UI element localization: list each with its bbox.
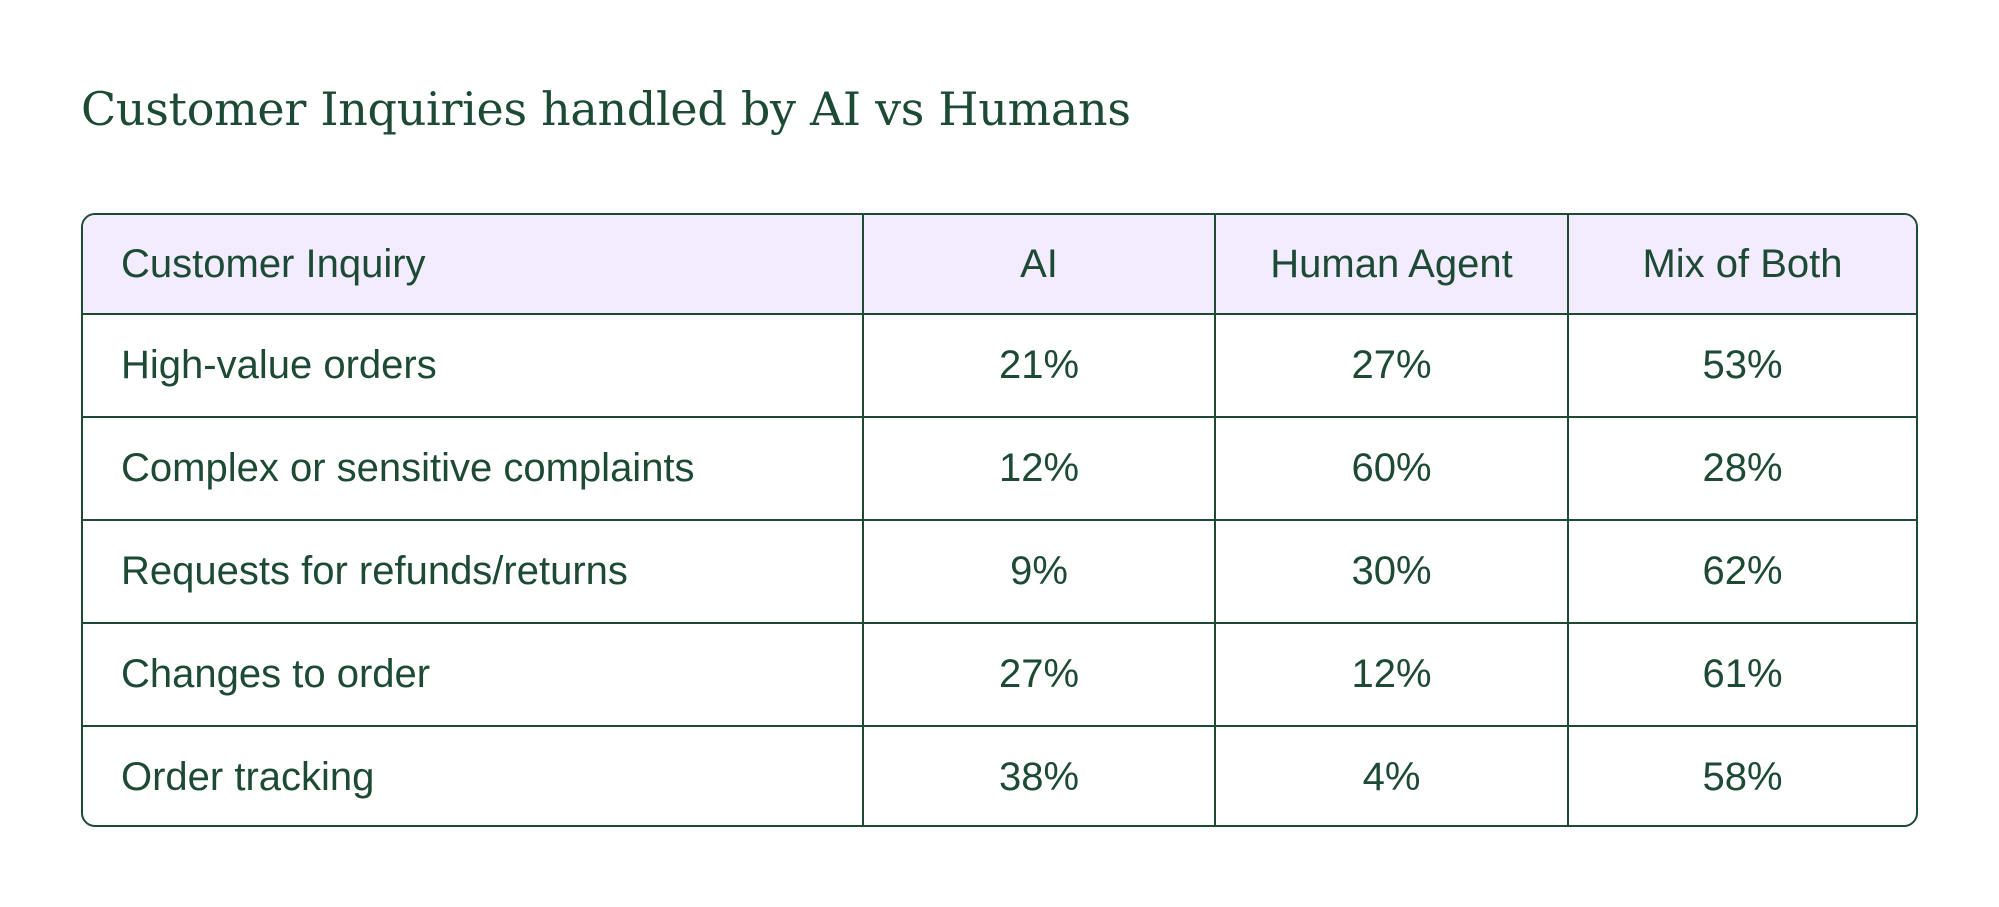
human-agent-value: 4% xyxy=(1215,726,1569,825)
table-header-row: Customer Inquiry AI Human Agent Mix of B… xyxy=(83,215,1916,315)
ai-value: 21% xyxy=(863,314,1216,418)
mix-of-both-value: 58% xyxy=(1702,755,1783,799)
ai-value: 9% xyxy=(863,520,1216,624)
column-header-human-agent: Human Agent xyxy=(1215,215,1569,315)
human-agent-value: 27% xyxy=(1215,314,1569,418)
mix-of-both-value: 28% xyxy=(1568,417,1916,521)
ai-value: 12% xyxy=(863,417,1216,521)
column-header-customer-inquiry: Customer Inquiry xyxy=(83,215,864,315)
inquiry-table: Customer Inquiry AI Human Agent Mix of B… xyxy=(81,213,1918,827)
row-label: Changes to order xyxy=(83,623,864,727)
table-row: Changes to order 27% 12% 61% xyxy=(83,623,1916,727)
column-header-mix-of-both: Mix of Both xyxy=(1568,215,1916,315)
human-agent-value: 30% xyxy=(1215,520,1569,624)
mix-of-both-value: 61% xyxy=(1568,623,1916,727)
row-label: High-value orders xyxy=(83,314,864,418)
human-agent-value: 60% xyxy=(1215,417,1569,521)
column-header-ai: AI xyxy=(863,215,1216,315)
data-table: Customer Inquiry AI Human Agent Mix of B… xyxy=(83,215,1916,825)
row-label: Requests for refunds/returns xyxy=(83,520,864,624)
table-row: High-value orders 21% 27% 53% xyxy=(83,314,1916,418)
table-row: Order tracking 38% 4% 58% xyxy=(83,726,1916,825)
table-row: Requests for refunds/returns 9% 30% 62% xyxy=(83,520,1916,624)
row-label: Order tracking xyxy=(83,726,864,825)
mix-of-both-value: 53% xyxy=(1568,314,1916,418)
mix-of-both-value: 62% xyxy=(1568,520,1916,624)
row-label: Complex or sensitive complaints xyxy=(83,417,864,521)
table-row: Complex or sensitive complaints 12% 60% … xyxy=(83,417,1916,521)
page-title: Customer Inquiries handled by AI vs Huma… xyxy=(81,82,1131,136)
human-agent-value: 12% xyxy=(1215,623,1569,727)
ai-value: 27% xyxy=(863,623,1216,727)
ai-value: 38% xyxy=(863,726,1216,825)
